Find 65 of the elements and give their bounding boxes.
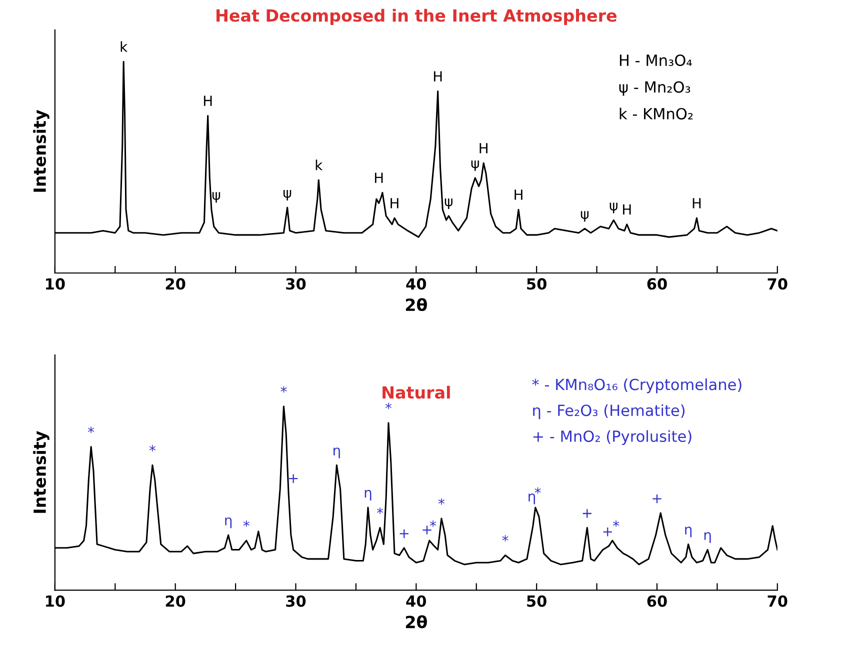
x-tick-label: 10 — [46, 595, 65, 607]
annotation: + — [400, 529, 408, 538]
y-axis-title: Intensity — [33, 431, 50, 513]
x-axis-title: 2θ — [406, 298, 427, 312]
annotation: H — [390, 198, 398, 208]
chart-title: Heat Decomposed in the Inert Atmosphere — [216, 8, 617, 26]
x-tick-label: 70 — [768, 595, 788, 607]
x-tick-label: 50 — [527, 595, 546, 607]
annotation: ψ — [471, 160, 479, 171]
annotation: k - KMnO₂ — [620, 108, 693, 120]
annotation: k — [316, 160, 323, 170]
annotation: + — [603, 528, 612, 536]
x-axis-title: 2θ — [406, 615, 427, 628]
x-tick-label: 10 — [46, 278, 65, 290]
text: * - KMn₈O₁₆ (Cryptomelane) — [532, 378, 742, 394]
annotation: H — [692, 198, 701, 208]
annotation: η — [225, 517, 232, 528]
annotation: + — [422, 526, 432, 534]
annotation: * — [438, 498, 445, 505]
annotation: η - Fe₂O₃ (Hematite) — [533, 404, 685, 420]
x-tick-label: 60 — [647, 595, 667, 607]
annotation: * — [612, 520, 620, 527]
annotation: H — [434, 71, 442, 82]
annotation: H — [623, 204, 631, 215]
annotation: k — [120, 41, 128, 52]
chart-title: Natural — [382, 386, 450, 399]
annotation: * — [243, 520, 250, 527]
annotation: η — [528, 494, 535, 504]
x-tick-label: 40 — [406, 595, 426, 607]
annotation: * — [534, 487, 541, 494]
annotation: * — [430, 520, 436, 527]
annotation: * — [502, 535, 508, 542]
annotation: η — [685, 526, 692, 538]
y-axis-title: Intensity — [33, 110, 50, 192]
x-tick-label: 60 — [647, 278, 667, 290]
annotation: η — [364, 490, 372, 501]
annotation: η — [334, 448, 340, 458]
x-tick-label: 20 — [166, 595, 186, 607]
annotation: * — [149, 445, 156, 452]
annotation: + — [652, 494, 662, 504]
annotation: η — [704, 532, 711, 543]
annotation: * — [376, 508, 384, 514]
annotation: H — [204, 96, 212, 106]
annotation: * — [88, 426, 94, 434]
annotation: ψ — [284, 190, 292, 201]
annotation: ψ - Mn₂O₃ — [619, 81, 690, 96]
x-tick-label: 50 — [527, 278, 546, 290]
annotation: H — [480, 143, 488, 154]
x-tick-label: 20 — [166, 278, 186, 290]
annotation: H — [514, 190, 522, 200]
annotation: ψ — [444, 198, 452, 209]
annotation: + - MnO₂ (Pyrolusite) — [533, 430, 692, 445]
annotation: H — [374, 172, 383, 183]
annotation: * — [385, 402, 392, 410]
annotation: ψ — [212, 192, 220, 203]
annotation: ψ — [610, 202, 618, 214]
annotation: * — [280, 386, 287, 393]
x-tick-label: 70 — [768, 278, 788, 290]
x-tick-label: 30 — [286, 595, 306, 607]
annotation: + — [288, 474, 298, 483]
annotation: ψ — [580, 211, 589, 222]
annotation: + — [582, 509, 592, 518]
x-tick-label: 40 — [406, 278, 426, 290]
annotation: H - Mn₃O₄ — [620, 54, 692, 66]
x-tick-label: 30 — [286, 278, 306, 290]
